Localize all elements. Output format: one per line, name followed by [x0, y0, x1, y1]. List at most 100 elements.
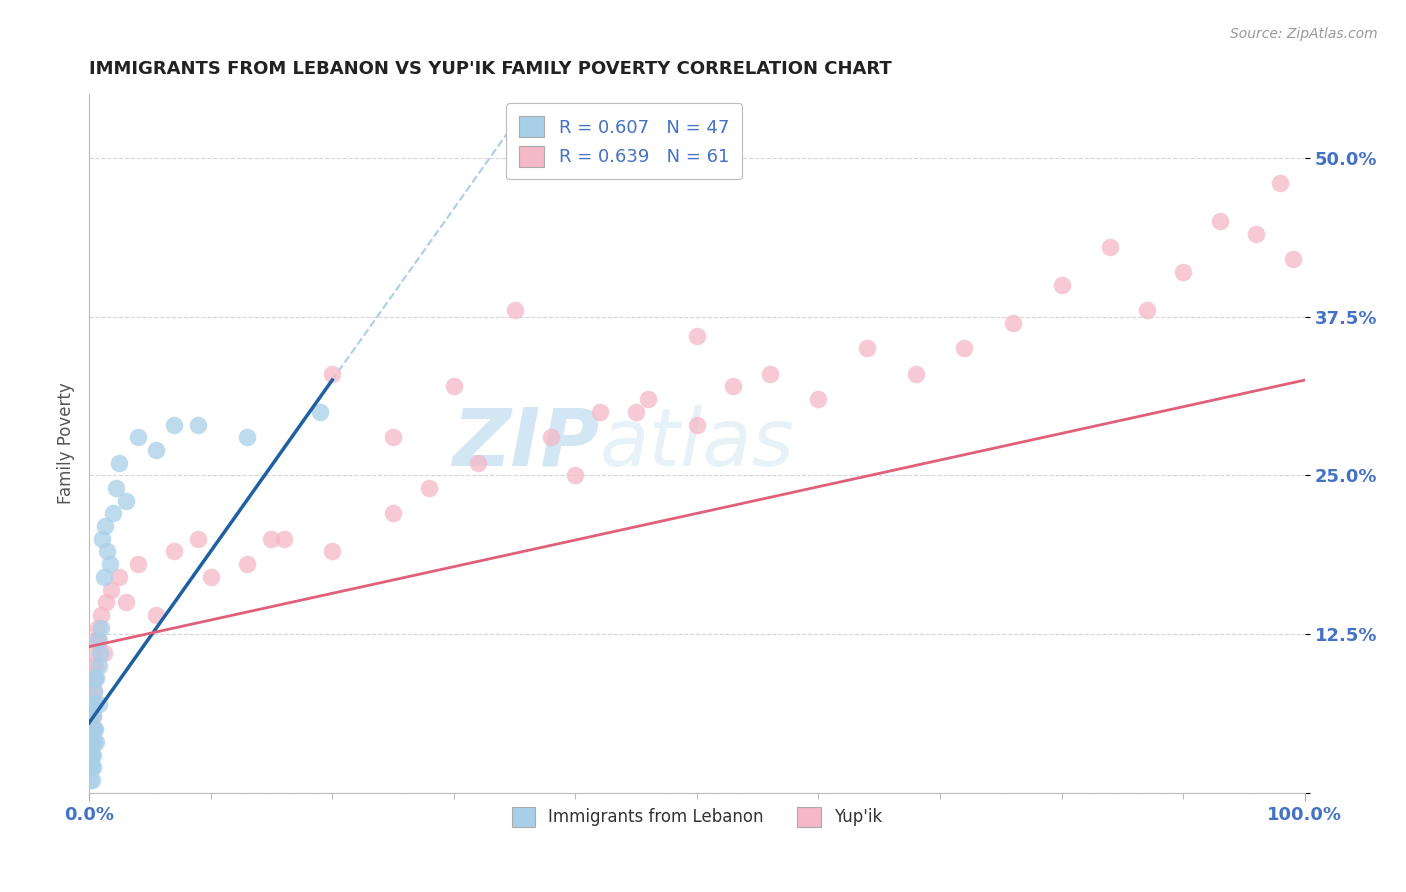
Point — [79, 709, 101, 723]
Point — [79, 735, 101, 749]
Point — [82, 760, 104, 774]
Point — [163, 544, 186, 558]
Point — [108, 570, 131, 584]
Point — [953, 342, 976, 356]
Point — [467, 456, 489, 470]
Point — [127, 430, 149, 444]
Point — [114, 493, 136, 508]
Point — [503, 303, 526, 318]
Point — [79, 772, 101, 787]
Point — [759, 367, 782, 381]
Point — [80, 747, 103, 762]
Point — [83, 684, 105, 698]
Y-axis label: Family Poverty: Family Poverty — [58, 383, 75, 504]
Point — [79, 747, 101, 762]
Point — [1001, 316, 1024, 330]
Point — [686, 328, 709, 343]
Point — [84, 672, 107, 686]
Point — [82, 709, 104, 723]
Point — [382, 430, 405, 444]
Point — [83, 646, 105, 660]
Point — [82, 709, 104, 723]
Point — [79, 684, 101, 698]
Point — [84, 672, 107, 686]
Point — [84, 722, 107, 736]
Point — [80, 747, 103, 762]
Point — [79, 760, 101, 774]
Point — [200, 570, 222, 584]
Point — [86, 735, 108, 749]
Point — [145, 442, 167, 457]
Point — [98, 557, 121, 571]
Point — [321, 367, 343, 381]
Point — [723, 379, 745, 393]
Point — [84, 697, 107, 711]
Point — [187, 532, 209, 546]
Point — [96, 544, 118, 558]
Point — [163, 417, 186, 432]
Point — [83, 684, 105, 698]
Point — [80, 697, 103, 711]
Point — [904, 367, 927, 381]
Point — [90, 621, 112, 635]
Text: IMMIGRANTS FROM LEBANON VS YUP'IK FAMILY POVERTY CORRELATION CHART: IMMIGRANTS FROM LEBANON VS YUP'IK FAMILY… — [89, 60, 891, 78]
Point — [79, 747, 101, 762]
Point — [94, 519, 117, 533]
Point — [114, 595, 136, 609]
Point — [93, 646, 115, 660]
Point — [93, 570, 115, 584]
Point — [80, 772, 103, 787]
Point — [145, 607, 167, 622]
Point — [79, 709, 101, 723]
Point — [87, 658, 110, 673]
Point — [80, 722, 103, 736]
Point — [91, 532, 114, 546]
Point — [80, 658, 103, 673]
Point — [236, 557, 259, 571]
Text: Source: ZipAtlas.com: Source: ZipAtlas.com — [1230, 27, 1378, 41]
Point — [1270, 176, 1292, 190]
Point — [86, 672, 108, 686]
Point — [87, 697, 110, 711]
Point — [83, 722, 105, 736]
Point — [83, 735, 105, 749]
Point — [104, 481, 127, 495]
Point — [321, 544, 343, 558]
Point — [82, 722, 104, 736]
Point — [624, 405, 647, 419]
Point — [103, 507, 125, 521]
Point — [540, 430, 562, 444]
Point — [127, 557, 149, 571]
Point — [80, 760, 103, 774]
Point — [588, 405, 610, 419]
Point — [686, 417, 709, 432]
Point — [82, 747, 104, 762]
Point — [443, 379, 465, 393]
Point — [236, 430, 259, 444]
Point — [418, 481, 440, 495]
Point — [80, 697, 103, 711]
Point — [79, 735, 101, 749]
Point — [80, 722, 103, 736]
Point — [80, 760, 103, 774]
Point — [80, 735, 103, 749]
Point — [1281, 252, 1303, 267]
Point — [1136, 303, 1159, 318]
Point — [94, 595, 117, 609]
Point — [309, 405, 332, 419]
Point — [273, 532, 295, 546]
Point — [856, 342, 879, 356]
Point — [187, 417, 209, 432]
Point — [1173, 265, 1195, 279]
Point — [79, 735, 101, 749]
Point — [1244, 227, 1267, 241]
Point — [82, 672, 104, 686]
Point — [86, 658, 108, 673]
Text: ZIP: ZIP — [453, 405, 599, 483]
Point — [807, 392, 830, 406]
Point — [87, 633, 110, 648]
Point — [90, 607, 112, 622]
Text: atlas: atlas — [599, 405, 794, 483]
Point — [564, 468, 586, 483]
Point — [1099, 240, 1122, 254]
